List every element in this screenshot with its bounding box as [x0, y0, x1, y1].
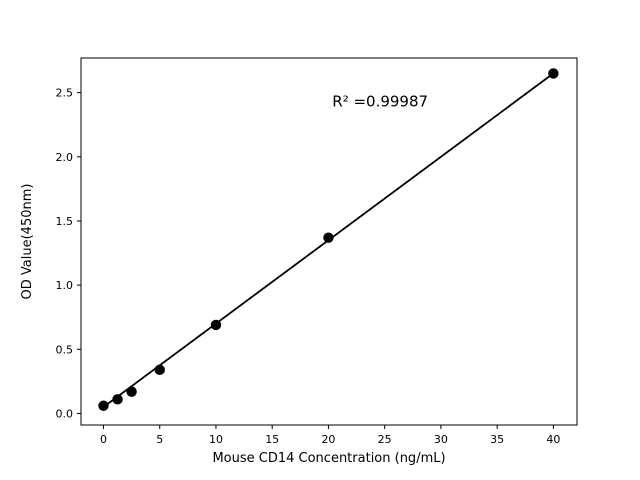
x-tick-label: 35 — [490, 433, 504, 446]
x-tick-label: 10 — [209, 433, 223, 446]
data-point — [548, 68, 559, 79]
y-tick-label: 2.5 — [56, 87, 74, 100]
y-axis-label: OD Value(450nm) — [20, 184, 35, 300]
y-tick-label: 1.5 — [56, 215, 74, 228]
data-point — [323, 232, 334, 243]
data-point — [210, 319, 222, 331]
x-tick-label: 30 — [434, 433, 448, 446]
y-axis: 0.0 0.5 1.0 1.5 2.0 2.5 — [56, 87, 81, 420]
x-tick-label: 40 — [546, 433, 560, 446]
data-point — [98, 400, 109, 411]
x-tick-label: 5 — [156, 433, 163, 446]
y-tick-label: 1.0 — [56, 279, 74, 292]
x-tick-label: 20 — [321, 433, 335, 446]
x-tick-label: 25 — [378, 433, 392, 446]
x-axis-label: Mouse CD14 Concentration (ng/mL) — [212, 451, 445, 466]
x-tick-label: 15 — [265, 433, 279, 446]
data-point — [126, 386, 137, 397]
data-point — [112, 394, 123, 405]
y-tick-label: 0.5 — [56, 343, 74, 356]
r-squared-annotation: R² =0.99987 — [332, 93, 428, 111]
data-point — [154, 364, 165, 376]
plot-area — [80, 57, 578, 426]
x-axis: 0 5 10 15 20 25 30 35 40 — [100, 425, 560, 446]
data-points — [98, 68, 559, 411]
y-tick-label: 2.0 — [56, 151, 74, 164]
x-tick-label: 0 — [100, 433, 107, 446]
y-tick-label: 0.0 — [56, 407, 74, 420]
plot-border — [80, 57, 578, 426]
